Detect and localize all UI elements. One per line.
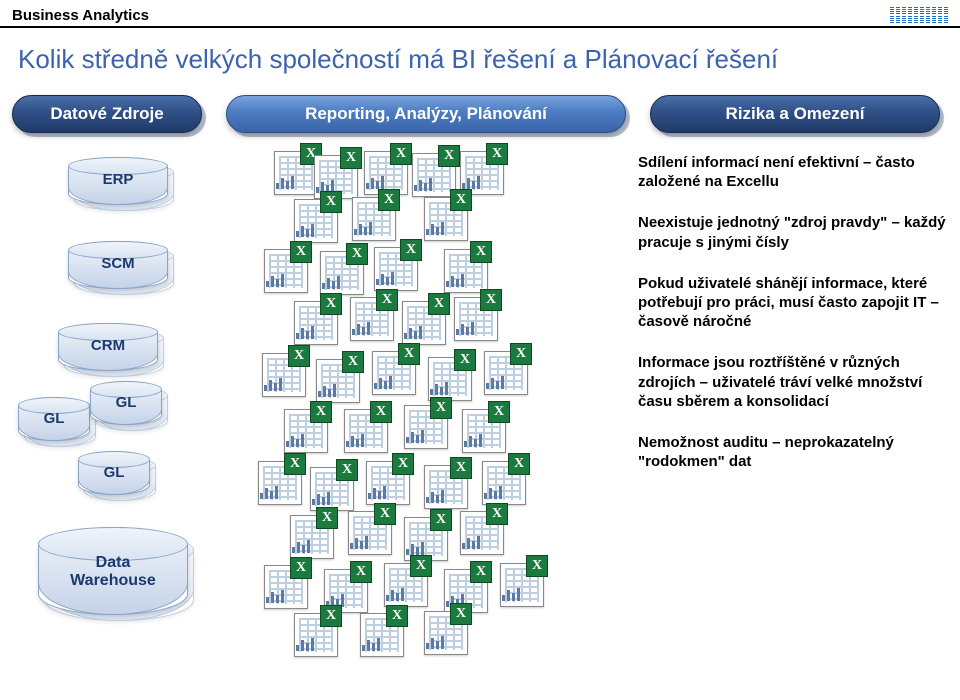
excel-file-icon: X: [290, 609, 338, 657]
excel-file-icon: X: [420, 461, 468, 509]
data-source-cylinder: ERP: [68, 157, 168, 205]
risk-item: Informace jsou roztříštěné v různých zdr…: [638, 353, 946, 411]
top-divider: [0, 26, 960, 28]
excel-file-icon: X: [368, 347, 416, 395]
column-headers: Datové Zdroje Reporting, Analýzy, Plánov…: [0, 95, 960, 133]
pill-reporting: Reporting, Analýzy, Plánování: [226, 95, 626, 133]
data-source-cylinder: SCM: [68, 241, 168, 289]
excel-file-icon: X: [420, 193, 468, 241]
excel-file-icon: X: [380, 559, 428, 607]
cylinder-label: CRM: [59, 337, 157, 354]
excel-file-icon: X: [408, 149, 456, 197]
cylinder-label: SCM: [69, 255, 167, 272]
pill-reporting-label: Reporting, Analýzy, Plánování: [226, 95, 626, 133]
excel-file-icon: X: [254, 457, 302, 505]
pill-sources-label: Datové Zdroje: [12, 95, 202, 133]
cylinder-label: GL: [79, 464, 149, 481]
excel-file-icon: X: [260, 561, 308, 609]
excel-file-icon: X: [286, 511, 334, 559]
excel-file-icon: X: [496, 559, 544, 607]
excel-file-icon: X: [398, 297, 446, 345]
excel-file-icon: X: [346, 293, 394, 341]
excel-file-icon: X: [450, 293, 498, 341]
excel-file-icon: X: [260, 245, 308, 293]
excel-file-icon: X: [344, 507, 392, 555]
excel-file-icon: X: [456, 507, 504, 555]
cylinder-label: ERP: [69, 171, 167, 188]
excel-file-icon: X: [400, 513, 448, 561]
ibm-logo: [890, 6, 948, 24]
cylinder-label: GL: [19, 410, 89, 427]
excel-icon-area: XXXXXXXXXXXXXXXXXXXXXXXXXXXXXXXXXXXXXXXX…: [250, 147, 620, 657]
excel-file-icon: X: [370, 243, 418, 291]
excel-file-icon: X: [306, 463, 354, 511]
data-source-cylinder: GL: [90, 381, 162, 425]
risk-item: Nemožnost auditu – neprokazatelný "rodok…: [638, 433, 946, 471]
excel-file-icon: X: [360, 147, 408, 195]
page-title: Kolik středně velkých společností má BI …: [0, 38, 960, 95]
data-source-cylinder: Data Warehouse: [38, 527, 188, 615]
excel-file-icon: X: [290, 195, 338, 243]
excel-file-icon: X: [400, 401, 448, 449]
excel-file-icon: X: [258, 349, 306, 397]
excel-file-icon: X: [348, 193, 396, 241]
brand-label: Business Analytics: [12, 7, 149, 24]
excel-file-icon: X: [458, 405, 506, 453]
cylinder-label: GL: [91, 394, 161, 411]
body-area: ERPSCMCRMGLGLGLData Warehouse XXXXXXXXXX…: [0, 147, 960, 667]
excel-file-icon: X: [420, 607, 468, 655]
pill-risks: Rizika a Omezení: [650, 95, 940, 133]
excel-file-icon: X: [356, 609, 404, 657]
cylinder-label: Data Warehouse: [39, 554, 187, 591]
excel-file-icon: X: [340, 405, 388, 453]
pill-sources: Datové Zdroje: [12, 95, 202, 133]
excel-file-icon: X: [316, 247, 364, 295]
data-source-cylinder: GL: [18, 397, 90, 441]
excel-file-icon: X: [440, 245, 488, 293]
excel-file-icon: X: [362, 457, 410, 505]
risk-item: Sdílení informací není efektivní – často…: [638, 153, 946, 191]
risk-item: Pokud uživatelé shánějí informace, které…: [638, 274, 946, 332]
risk-item: Neexistuje jednotný "zdroj pravdy" – kaž…: [638, 213, 946, 251]
excel-file-icon: X: [312, 355, 360, 403]
excel-file-icon: X: [456, 147, 504, 195]
excel-file-icon: X: [280, 405, 328, 453]
excel-file-icon: X: [478, 457, 526, 505]
data-source-cylinder: CRM: [58, 323, 158, 371]
excel-file-icon: X: [480, 347, 528, 395]
pill-risks-label: Rizika a Omezení: [650, 95, 940, 133]
top-bar: Business Analytics: [0, 0, 960, 26]
data-source-cylinder: GL: [78, 451, 150, 495]
risks-column: Sdílení informací není efektivní – často…: [638, 153, 946, 493]
excel-file-icon: X: [290, 297, 338, 345]
excel-file-icon: X: [424, 353, 472, 401]
